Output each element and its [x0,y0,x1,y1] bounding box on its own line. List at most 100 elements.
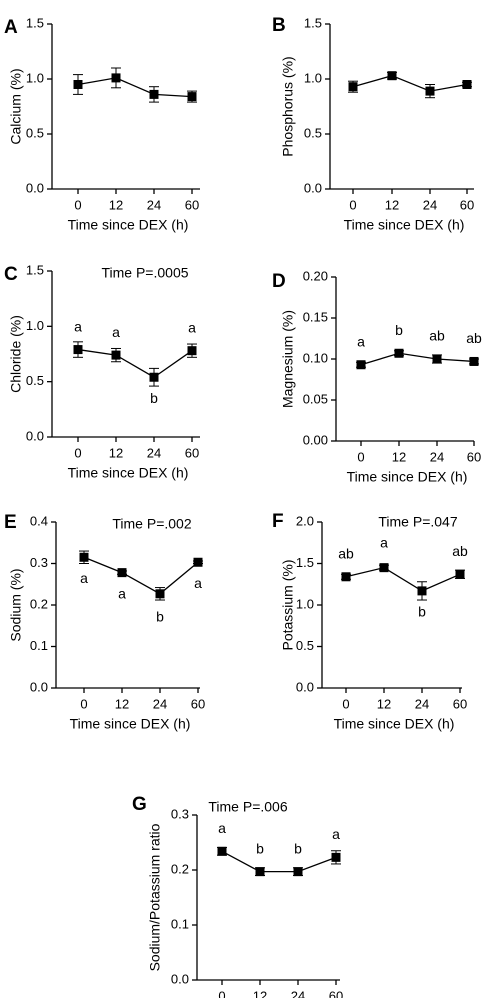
y-tick-label: 0.05 [303,391,328,406]
significance-letter: a [194,575,202,591]
y-axis-title: Magnesium (%) [280,310,296,408]
y-axis-title: Calcium (%) [8,68,24,144]
y-axis-title: Sodium (%) [8,568,24,641]
y-tick-label: 0.5 [26,125,44,140]
panel-label: A [4,17,18,38]
significance-letter: a [112,324,120,340]
series-line [83,556,199,595]
significance-letter: b [395,322,403,338]
p-value-annotation: Time P=.002 [112,516,191,532]
y-tick-label: 1.0 [304,70,322,85]
data-point [217,846,227,856]
data-point [117,568,127,578]
y-axis-title: Chloride (%) [8,315,24,393]
y-tick-label: 0.0 [304,180,322,195]
x-tick-label: 60 [191,696,205,711]
x-tick-label: 60 [460,197,474,212]
significance-letter: b [256,840,264,856]
y-tick-label: 0.20 [303,268,328,283]
y-tick-label: 0.3 [171,806,189,821]
x-tick-label: 12 [115,696,129,711]
x-axis-title: Time since DEX (h) [347,469,468,485]
series-line [345,566,461,592]
x-tick-label: 0 [74,445,81,460]
x-tick-label: 60 [185,445,199,460]
y-tick-label: 0.10 [303,350,328,365]
x-tick-label: 12 [392,449,406,464]
significance-letter: b [150,390,158,406]
y-tick-label: 0.00 [303,432,328,447]
x-tick-label: 12 [377,696,391,711]
panel-label: G [132,794,147,815]
data-point [193,557,203,567]
y-axis-title: Phosphorus (%) [280,56,296,156]
series-line [352,75,468,92]
data-point [341,572,351,582]
data-point [79,552,89,562]
y-tick-label: 0.15 [303,309,328,324]
y-tick-label: 0.0 [30,679,48,694]
data-point [187,92,197,102]
significance-letter: a [74,318,82,334]
y-tick-label: 1.5 [304,15,322,30]
x-tick-label: 60 [185,197,199,212]
p-value-annotation: Time P=.006 [208,799,287,815]
x-axis-title: Time since DEX (h) [344,217,465,233]
data-point [149,372,159,382]
significance-letter: a [218,820,226,836]
y-tick-label: 0.0 [171,971,189,986]
significance-letter: b [294,840,302,856]
y-tick-label: 1.0 [26,70,44,85]
series-line [77,348,193,379]
panel-label: F [272,511,284,532]
data-point [387,71,397,81]
y-tick-label: 0.5 [26,373,44,388]
y-axis-title: Potassium (%) [280,559,296,650]
panel-label: D [272,271,286,292]
significance-letter: b [156,608,164,624]
data-point [149,89,159,99]
y-tick-label: 2.0 [296,513,314,528]
data-point [394,348,404,358]
data-point [293,867,303,877]
x-axis-title: Time since DEX (h) [68,465,189,481]
data-point [379,563,389,573]
data-point [348,82,358,92]
data-point [187,346,197,356]
significance-letter: ab [452,543,468,559]
x-tick-label: 12 [253,988,267,998]
x-tick-label: 60 [467,449,481,464]
significance-letter: a [118,585,126,601]
p-value-annotation: Time P=.0005 [101,265,188,281]
p-value-annotation: Time P=.047 [378,514,457,530]
data-point [469,356,479,366]
x-tick-label: 0 [80,696,87,711]
x-tick-label: 12 [385,197,399,212]
data-point [155,589,165,599]
y-tick-label: 1.5 [26,262,44,277]
y-tick-label: 1.0 [26,318,44,333]
y-tick-label: 0.1 [30,638,48,653]
significance-letter: ab [429,328,445,344]
data-point [455,569,465,579]
x-tick-label: 0 [74,197,81,212]
x-tick-label: 0 [357,449,364,464]
panel-label: E [4,512,17,533]
significance-letter: a [80,570,88,586]
x-axis-title: Time since DEX (h) [334,716,455,732]
data-point [432,354,442,364]
data-point [417,586,427,596]
series-line [221,850,337,873]
x-tick-label: 24 [153,696,167,711]
x-tick-label: 24 [147,445,161,460]
data-point [111,350,121,360]
panel-label: B [272,15,286,36]
x-tick-label: 12 [109,197,123,212]
x-tick-label: 60 [453,696,467,711]
significance-letter: a [188,319,196,335]
significance-letter: ab [338,545,354,561]
significance-letter: b [418,604,426,620]
series-line [360,352,475,366]
data-point [73,345,83,355]
